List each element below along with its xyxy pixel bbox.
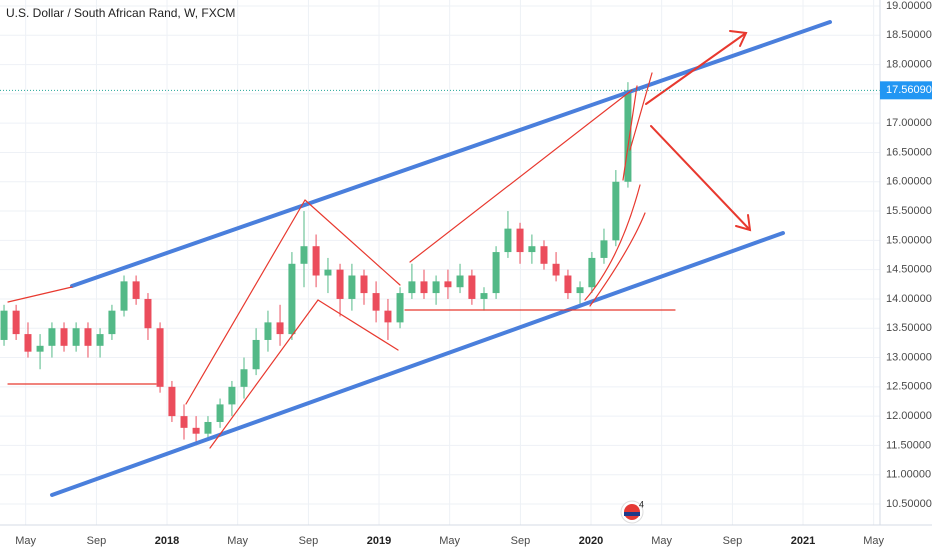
y-tick-label: 15.50000 [886, 205, 932, 217]
candle-body [348, 275, 356, 299]
y-tick-label: 11.00000 [886, 469, 931, 481]
y-tick-label: 18.00000 [886, 58, 932, 70]
candle-body [132, 281, 140, 299]
candle-body [60, 328, 68, 346]
candle-body [432, 281, 440, 294]
candle-body [540, 246, 548, 264]
candle-body [588, 257, 596, 288]
candle-body [168, 386, 176, 417]
x-tick-label: May [651, 535, 672, 547]
y-tick-label: 16.50000 [886, 146, 932, 158]
x-tick-label: Sep [723, 535, 743, 547]
candle-body [96, 334, 104, 346]
candle-body [156, 328, 164, 387]
candle-body [48, 328, 56, 346]
y-tick-label: 17.00000 [886, 117, 932, 129]
x-tick-label: May [439, 535, 460, 547]
candle-body [252, 339, 260, 370]
candle-body [36, 345, 44, 352]
y-tick-label: 19.00000 [886, 0, 932, 12]
x-tick-label: Sep [299, 535, 319, 547]
candle-body [24, 334, 32, 352]
grid [0, 0, 880, 525]
candle-body [444, 281, 452, 288]
candle-body [468, 275, 476, 299]
candle-body [528, 246, 536, 253]
candle-body [564, 275, 572, 294]
candle-body [192, 427, 200, 434]
y-tick-label: 18.50000 [886, 29, 932, 41]
y-tick-label: 14.00000 [886, 293, 932, 305]
x-tick-label: 2019 [367, 535, 391, 547]
x-tick-label: Sep [87, 535, 107, 547]
candle-body [420, 281, 428, 294]
candle-body [516, 228, 524, 253]
candle-body [576, 287, 584, 294]
candle-body [384, 310, 392, 323]
channel-upper [70, 20, 832, 288]
x-tick-label: 2021 [791, 535, 815, 547]
y-tick-label: 13.50000 [886, 322, 932, 334]
candle-body [240, 369, 248, 387]
candle-body [504, 228, 512, 253]
candle-body [300, 246, 308, 264]
y-tick-label: 11.50000 [886, 439, 931, 451]
x-tick-label: 2018 [155, 535, 179, 547]
candle-body [480, 293, 488, 299]
axes: 10.50000 11.00000 11.50000 12.00000 12.50000… [15, 0, 932, 547]
candle-body [408, 281, 416, 294]
candle-body [360, 275, 368, 294]
candle-body [204, 421, 212, 434]
candle-body [228, 386, 236, 405]
logo: 4 [620, 499, 644, 524]
candle-body [612, 181, 620, 241]
candle-body [180, 416, 188, 428]
y-tick-label: 16.00000 [886, 176, 932, 188]
x-tick-label: May [15, 535, 36, 547]
channel-lower [50, 231, 785, 497]
candle-body [492, 252, 500, 294]
candle-body [372, 293, 380, 311]
y-tick-label: 13.00000 [886, 351, 932, 363]
candle-body [552, 263, 560, 276]
last-price-box [880, 81, 932, 100]
y-tick-label: 15.00000 [886, 234, 932, 246]
candle-body [336, 269, 344, 299]
svg-text:4: 4 [639, 499, 644, 509]
candle-body [312, 246, 320, 276]
candle-body [288, 263, 296, 335]
x-tick-label: Sep [511, 535, 531, 547]
drawings [7, 20, 832, 497]
candle-body [108, 310, 116, 335]
candle-body [72, 328, 80, 346]
candle-body [396, 293, 404, 323]
last-price-label: 17.56090 [886, 84, 932, 96]
candles [0, 82, 632, 446]
candle-body [12, 310, 20, 335]
y-tick-label: 12.00000 [886, 410, 932, 422]
red-lines [7, 72, 676, 449]
candle-body [456, 275, 464, 288]
candle-body [264, 322, 272, 340]
y-tick-label: 12.50000 [886, 381, 932, 393]
x-tick-label: 2020 [579, 535, 603, 547]
y-tick-label: 10.50000 [886, 498, 932, 510]
candle-body [84, 328, 92, 346]
y-tick-label: 14.50000 [886, 264, 932, 276]
arrows [645, 30, 752, 232]
candle-body [216, 404, 224, 422]
candle-body [276, 322, 284, 335]
candle-body [0, 310, 8, 340]
x-tick-label: May [863, 535, 884, 547]
candle-body [120, 281, 128, 311]
candle-body [144, 298, 152, 329]
candle-body [324, 269, 332, 276]
candle-body [600, 240, 608, 258]
chart-title: U.S. Dollar / South African Rand, W, FXC… [6, 6, 235, 20]
candle-body [624, 90, 632, 182]
x-tick-label: May [227, 535, 248, 547]
